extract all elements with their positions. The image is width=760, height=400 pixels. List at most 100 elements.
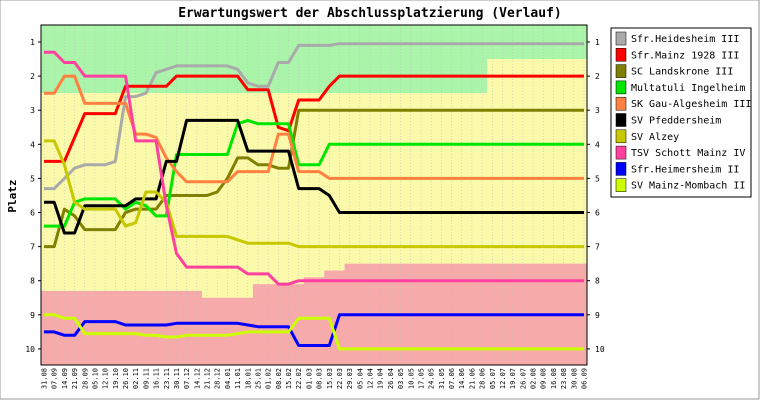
- x-tick-label: 08.02: [275, 368, 283, 389]
- y-tick-label-right: 2: [595, 72, 600, 81]
- legend-label: SK Gau-Algesheim III: [631, 99, 751, 110]
- legend-label: Sfr.Mainz 1928 III: [631, 50, 739, 61]
- x-tick-label: 05.10: [91, 368, 99, 389]
- x-tick-label: 30.11: [173, 368, 181, 389]
- x-tick-label: 16.08: [550, 368, 558, 389]
- y-tick-label-right: 3: [595, 106, 600, 115]
- x-tick-label: 12.04: [367, 368, 375, 389]
- x-tick-label: 16.11: [153, 368, 161, 389]
- y-tick-label: 3: [30, 106, 35, 115]
- legend-swatch: [615, 129, 627, 144]
- series-line-8: [44, 313, 584, 347]
- x-tick-label: 23.08: [560, 368, 568, 389]
- legend-label: Multatuli Ingelheim: [631, 83, 745, 94]
- x-tick-label: 30.08: [570, 368, 578, 389]
- y-tick-label: 7: [30, 243, 35, 252]
- series-line-5: [44, 118, 584, 235]
- x-tick-label: 15.02: [285, 368, 293, 389]
- y-tick-label-right: 7: [595, 243, 600, 252]
- x-tick-label: 31.05: [438, 368, 446, 389]
- y-tick-label: 6: [30, 209, 35, 218]
- y-tick-label-right: 9: [595, 311, 600, 320]
- x-tick-label: 11.01: [234, 368, 242, 389]
- x-tick-label: 23.11: [163, 368, 171, 389]
- y-tick-label-right: 1: [595, 38, 600, 47]
- series-line-0: [44, 42, 584, 191]
- y-tick-label: 10: [25, 345, 35, 354]
- x-tick-label: 17.05: [418, 368, 426, 389]
- x-tick-label: 26.07: [519, 368, 527, 389]
- x-tick-label: 19.10: [112, 368, 120, 389]
- x-tick-label: 02.08: [530, 368, 538, 389]
- x-tick-label: 28.09: [81, 368, 89, 389]
- y-tick-label-right: 10: [595, 345, 605, 354]
- series-line-2: [44, 108, 584, 249]
- series-line-1: [44, 74, 584, 163]
- x-tick-label: 19.07: [509, 368, 517, 389]
- y-tick-label: 2: [30, 72, 35, 81]
- legend: Sfr.Heidesheim III Sfr.Mainz 1928 III SC L…: [610, 27, 752, 198]
- x-tick-label: 19.04: [377, 368, 385, 389]
- x-tick-label: 31.08: [41, 368, 49, 389]
- x-tick-label: 12.07: [499, 368, 507, 389]
- legend-swatch: [615, 162, 627, 176]
- x-tick-label: 25.01: [255, 368, 263, 389]
- x-tick-label: 04.01: [224, 368, 232, 389]
- legend-label: Sfr.Heimersheim II: [631, 164, 739, 175]
- legend-swatch: [615, 178, 627, 192]
- y-tick-label: 4: [30, 140, 35, 149]
- legend-swatch: [615, 64, 627, 78]
- chart-title: Erwartungswert der Abschlussplatzierung …: [178, 6, 562, 21]
- x-tick-label: 15.03: [326, 368, 334, 389]
- x-tick-label: 21.06: [468, 368, 476, 389]
- series-line-6: [44, 139, 584, 249]
- x-ticks-layer: 31.08 07.09 14.09 21.09 28.09 05.10 12.10 19.10…: [41, 368, 589, 389]
- legend-swatch: [615, 48, 627, 62]
- x-tick-label: 07.06: [448, 368, 456, 389]
- y-ticks-layer: 1 1 2 2 3 3 4 4 5 5 6 6 7 7 8 8 9 9 10 10: [25, 38, 604, 354]
- zone-middle: [41, 59, 587, 298]
- x-tick-label: 14.09: [61, 368, 69, 389]
- x-tick-label: 10.05: [407, 368, 415, 389]
- legend-swatch: [615, 113, 627, 127]
- x-tick-label: 12.10: [102, 368, 110, 389]
- series-line-9: [44, 313, 584, 351]
- x-tick-label: 28.06: [479, 368, 487, 389]
- legend-box: [610, 27, 752, 198]
- x-tick-label: 09.08: [540, 368, 548, 389]
- x-tick-label: 08.03: [316, 368, 324, 389]
- x-tick-label: 26.04: [387, 368, 395, 389]
- x-tick-label: 06.09: [581, 368, 589, 389]
- legend-swatch: [615, 96, 627, 111]
- y-tick-label-right: 4: [595, 140, 600, 149]
- x-tick-label: 22.02: [295, 368, 303, 389]
- y-tick-label: 9: [30, 311, 35, 320]
- x-tick-label: 29.03: [346, 368, 354, 389]
- legend-label: SV Alzey: [631, 132, 679, 143]
- x-tick-label: 22.03: [336, 368, 344, 389]
- x-tick-label: 14.12: [193, 368, 201, 389]
- y-tick-label-right: 6: [595, 209, 600, 218]
- series-layer: [44, 42, 584, 351]
- x-tick-label: 01.02: [265, 368, 273, 389]
- x-tick-label: 21.09: [71, 368, 79, 389]
- y-axis-label: Platz: [6, 179, 19, 212]
- x-tick-label: 02.11: [132, 368, 140, 389]
- legend-swatch: [615, 145, 627, 160]
- series-line-7: [44, 50, 584, 286]
- legend-swatch: [615, 80, 627, 95]
- x-tick-label: 07.12: [183, 368, 191, 389]
- x-tick-label: 18.01: [244, 368, 252, 389]
- x-tick-label: 03.05: [397, 368, 405, 389]
- legend-label: TSV Schott Mainz IV: [631, 148, 745, 159]
- y-tick-label-right: 5: [595, 174, 600, 183]
- legend-label: SC Landskrone III: [631, 67, 733, 78]
- x-tick-label: 05.07: [489, 368, 497, 389]
- x-tick-label: 26.10: [122, 368, 130, 389]
- legend-label: SV Mainz-Mombach II: [631, 181, 745, 192]
- legend-label: Sfr.Heidesheim III: [631, 34, 739, 45]
- x-tick-label: 14.06: [458, 368, 466, 389]
- x-tick-label: 09.11: [142, 368, 150, 389]
- x-tick-label: 01.03: [305, 368, 313, 389]
